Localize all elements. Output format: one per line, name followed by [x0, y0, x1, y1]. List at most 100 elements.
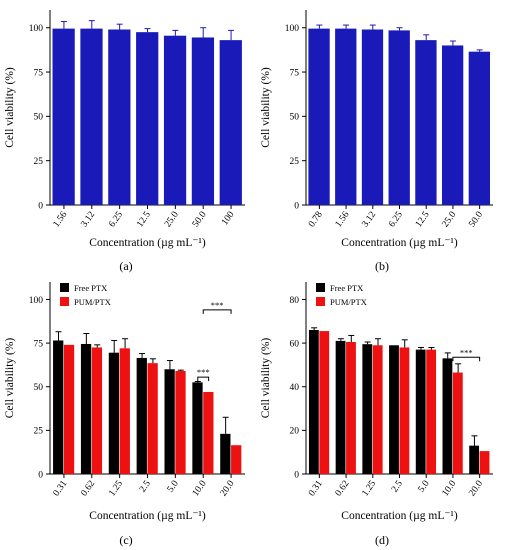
legend-label: Free PTX — [74, 283, 107, 293]
bar — [372, 345, 383, 474]
y-tick-label: 0 — [38, 201, 43, 211]
bar — [147, 363, 158, 474]
legend-swatch — [60, 283, 69, 292]
bar — [175, 371, 186, 474]
bar — [91, 347, 103, 474]
bar — [231, 445, 242, 474]
x-tick-label: 5.0 — [166, 479, 181, 495]
bar — [441, 45, 464, 205]
bar — [469, 445, 480, 474]
bar — [80, 28, 103, 206]
x-tick-label: 6.25 — [107, 210, 125, 230]
bar — [52, 28, 75, 206]
x-tick-label: 20.0 — [467, 479, 485, 499]
y-tick-label: 25 — [290, 157, 300, 167]
bar — [136, 357, 147, 474]
y-axis-title: Cell viability (%) — [4, 67, 16, 148]
bar — [361, 29, 384, 205]
chart-panel-c: 0 25 50 75 100 0.31 0.62 1.25 2.5 5.0 10.0 20.0 Conc… — [4, 282, 245, 547]
bar — [220, 433, 231, 474]
y-tick-label: 40 — [290, 383, 300, 393]
legend-swatch — [316, 283, 325, 292]
legend-swatch — [60, 297, 69, 306]
y-tick-label: 0 — [294, 470, 299, 480]
significance-bracket — [197, 376, 210, 382]
x-tick-label: 12.5 — [135, 210, 153, 230]
bar — [308, 28, 330, 206]
bar — [362, 344, 373, 474]
y-tick-label: 0 — [38, 470, 43, 480]
y-tick-label: 50 — [34, 383, 44, 393]
legend-label: PUM/PTX — [74, 297, 111, 307]
bar — [399, 347, 410, 474]
significance-bracket — [202, 309, 232, 314]
x-tick-label: 20.0 — [219, 479, 237, 499]
bar — [452, 372, 463, 474]
bar — [388, 30, 410, 205]
y-tick-label: 25 — [34, 427, 44, 437]
bar — [219, 40, 242, 205]
panel-label: (b) — [375, 259, 389, 273]
x-axis-title: Concentration (µg mL⁻¹) — [341, 237, 458, 249]
x-axis-title: Concentration (µg mL⁻¹) — [89, 510, 206, 522]
y-axis-title: Cell viability (%) — [260, 67, 272, 148]
chart-panel-b: 0 25 50 75 100 0.78 1.56 3.12 6.25 12.5 25.0 50.0 Co… — [260, 10, 493, 273]
panel-label: (c) — [119, 533, 132, 547]
bar — [192, 382, 203, 474]
bar — [108, 352, 120, 474]
x-tick-label: 0.78 — [307, 210, 325, 230]
y-tick-label: 100 — [285, 24, 300, 34]
bar — [53, 340, 64, 474]
bar — [442, 358, 453, 474]
x-tick-label: 0.31 — [307, 479, 325, 499]
bar — [136, 32, 159, 206]
bar — [335, 340, 346, 474]
bar — [468, 51, 490, 206]
x-tick-label: 0.62 — [334, 479, 352, 499]
y-axis-title: Cell viability (%) — [260, 338, 272, 419]
significance-bracket — [452, 356, 481, 362]
bar — [389, 345, 399, 474]
x-tick-label: 1.56 — [334, 210, 352, 230]
y-tick-label: 75 — [34, 339, 44, 349]
bar — [164, 369, 175, 474]
x-tick-label: 5.0 — [417, 479, 432, 495]
x-tick-label: 50.0 — [191, 210, 209, 230]
bar — [346, 342, 356, 474]
bar — [80, 343, 92, 474]
bar — [163, 35, 187, 205]
chart-panel-d: 0 20 40 60 80 0.31 0.62 1.25 2.5 5.0 10.0 20.0 Conce… — [260, 282, 493, 547]
y-tick-label: 100 — [29, 296, 44, 306]
legend-label: Free PTX — [330, 283, 363, 293]
y-tick-label: 60 — [290, 339, 300, 349]
panel-label: (a) — [119, 259, 132, 273]
x-tick-label: 0.31 — [52, 479, 70, 499]
x-tick-label: 50.0 — [467, 210, 485, 230]
bar — [203, 391, 214, 474]
legend-label: PUM/PTX — [330, 297, 367, 307]
x-tick-label: 10.0 — [191, 479, 209, 499]
legend-swatch — [316, 297, 325, 306]
y-tick-label: 75 — [290, 68, 300, 78]
x-tick-label: 25.0 — [163, 210, 181, 230]
x-tick-label: 6.25 — [387, 210, 405, 230]
panel-label: (d) — [375, 533, 389, 547]
x-tick-label: 0.62 — [80, 479, 98, 499]
bar — [426, 349, 437, 474]
x-tick-label: 2.5 — [390, 479, 405, 495]
x-tick-label: 3.12 — [361, 210, 379, 230]
x-tick-label: 1.25 — [361, 479, 379, 499]
x-tick-label: 25.0 — [441, 210, 459, 230]
x-tick-label: 1.25 — [107, 479, 125, 499]
x-tick-label: 2.5 — [138, 479, 153, 495]
x-tick-label: 1.56 — [52, 210, 70, 230]
x-tick-label: 100 — [220, 210, 237, 228]
bar — [191, 37, 215, 206]
y-tick-label: 75 — [34, 68, 44, 78]
bar — [335, 28, 357, 206]
y-tick-label: 25 — [34, 157, 44, 167]
significance-label: *** — [211, 300, 224, 310]
x-axis-title: Concentration (µg mL⁻¹) — [89, 237, 206, 249]
bar — [119, 348, 130, 474]
y-tick-label: 0 — [294, 201, 299, 211]
